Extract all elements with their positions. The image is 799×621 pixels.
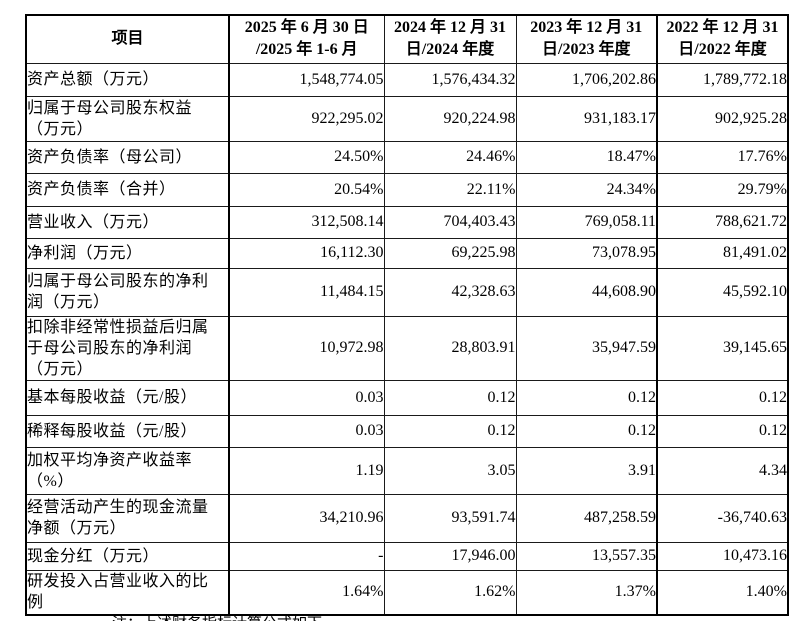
row-label: 研发投入占营业收入的比 例 [25, 569, 230, 616]
cell-value: - [228, 541, 385, 571]
header-item-column: 项目 [25, 14, 230, 64]
cell-value: 81,491.02 [656, 237, 789, 269]
header-period-2025: 2025 年 6 月 30 日 /2025 年 1-6 月 [228, 14, 385, 64]
table-row-cash-dividend: 现金分红（万元） - 17,946.00 13,557.35 10,473.16 [25, 541, 789, 571]
footnote-text: 注：上述财务指标计算公式如下 [112, 615, 322, 621]
cell-value: 1.64% [228, 569, 385, 616]
cell-value: 0.12 [383, 379, 517, 416]
cell-value: 39,145.65 [656, 315, 789, 381]
table-row-operating-revenue: 营业收入（万元） 312,508.14 704,403.43 769,058.1… [25, 205, 789, 239]
cell-value: 16,112.30 [228, 237, 385, 269]
cell-value: 487,258.59 [515, 493, 658, 543]
cell-value: 1.19 [228, 446, 385, 495]
cell-value: 45,592.10 [656, 267, 789, 317]
row-label: 基本每股收益（元/股） [25, 379, 230, 416]
cell-value: 69,225.98 [383, 237, 517, 269]
row-label: 资产总额（万元） [25, 62, 230, 97]
cell-value: 0.03 [228, 379, 385, 416]
cell-value: 0.12 [515, 414, 658, 448]
cell-value: 4.34 [656, 446, 789, 495]
row-label: 现金分红（万元） [25, 541, 230, 571]
table-row-weighted-avg-roe: 加权平均净资产收益率 （%） 1.19 3.05 3.91 4.34 [25, 446, 789, 495]
table-row-total-assets: 资产总额（万元） 1,548,774.05 1,576,434.32 1,706… [25, 62, 789, 97]
row-label: 资产负债率（母公司） [25, 140, 230, 174]
cell-value: 312,508.14 [228, 205, 385, 239]
cell-value: 931,183.17 [515, 95, 658, 142]
cell-value: 1,548,774.05 [228, 62, 385, 97]
cell-value: 35,947.59 [515, 315, 658, 381]
header-period-2022: 2022 年 12 月 31 日/2022 年度 [656, 14, 789, 64]
cell-value: 1,576,434.32 [383, 62, 517, 97]
cell-value: 11,484.15 [228, 267, 385, 317]
row-label: 资产负债率（合并） [25, 172, 230, 207]
cell-value: 1.37% [515, 569, 658, 616]
table-row-debt-ratio-consolidated: 资产负债率（合并） 20.54% 22.11% 24.34% 29.79% [25, 172, 789, 207]
table-row-operating-cash-flow: 经营活动产生的现金流量 净额（万元） 34,210.96 93,591.74 4… [25, 493, 789, 543]
cell-value: 22.11% [383, 172, 517, 207]
cell-value: 20.54% [228, 172, 385, 207]
cell-value: 42,328.63 [383, 267, 517, 317]
cell-value: 73,078.95 [515, 237, 658, 269]
cell-value: 3.05 [383, 446, 517, 495]
cell-value: 769,058.11 [515, 205, 658, 239]
cell-value: 24.46% [383, 140, 517, 174]
cell-value: 13,557.35 [515, 541, 658, 571]
cell-value: 920,224.98 [383, 95, 517, 142]
cell-value: 1.40% [656, 569, 789, 616]
cell-value: 788,621.72 [656, 205, 789, 239]
cell-value: 704,403.43 [383, 205, 517, 239]
cell-value: 0.03 [228, 414, 385, 448]
header-period-2024: 2024 年 12 月 31 日/2024 年度 [383, 14, 517, 64]
financial-indicators-table: 项目 2025 年 6 月 30 日 /2025 年 1-6 月 2024 年 … [25, 14, 789, 616]
header-period-2023: 2023 年 12 月 31 日/2023 年度 [515, 14, 658, 64]
table-row-parent-equity: 归属于母公司股东权益 （万元） 922,295.02 920,224.98 93… [25, 95, 789, 142]
row-label: 归属于母公司股东的净利 润（万元） [25, 267, 230, 317]
row-label: 归属于母公司股东权益 （万元） [25, 95, 230, 142]
cell-value: 17.76% [656, 140, 789, 174]
cell-value: 0.12 [656, 379, 789, 416]
row-label: 经营活动产生的现金流量 净额（万元） [25, 493, 230, 543]
row-label: 加权平均净资产收益率 （%） [25, 446, 230, 495]
cell-value: 24.50% [228, 140, 385, 174]
cell-value: 1,706,202.86 [515, 62, 658, 97]
cell-value: 28,803.91 [383, 315, 517, 381]
cell-value: 29.79% [656, 172, 789, 207]
cell-value: -36,740.63 [656, 493, 789, 543]
cell-value: 1.62% [383, 569, 517, 616]
cell-value: 0.12 [383, 414, 517, 448]
table-header-row: 项目 2025 年 6 月 30 日 /2025 年 1-6 月 2024 年 … [25, 14, 789, 64]
cell-value: 93,591.74 [383, 493, 517, 543]
cell-value: 34,210.96 [228, 493, 385, 543]
row-label: 营业收入（万元） [25, 205, 230, 239]
cell-value: 10,473.16 [656, 541, 789, 571]
table-row-rd-expense-ratio: 研发投入占营业收入的比 例 1.64% 1.62% 1.37% 1.40% [25, 569, 789, 616]
cell-value: 18.47% [515, 140, 658, 174]
cell-value: 922,295.02 [228, 95, 385, 142]
table-row-net-profit-excl-nonrecurring: 扣除非经常性损益后归属 于母公司股东的净利润 （万元） 10,972.98 28… [25, 315, 789, 381]
cell-value: 44,608.90 [515, 267, 658, 317]
row-label: 扣除非经常性损益后归属 于母公司股东的净利润 （万元） [25, 315, 230, 381]
cell-value: 0.12 [515, 379, 658, 416]
row-label: 净利润（万元） [25, 237, 230, 269]
cell-value: 902,925.28 [656, 95, 789, 142]
table-row-diluted-eps: 稀释每股收益（元/股） 0.03 0.12 0.12 0.12 [25, 414, 789, 448]
row-label: 稀释每股收益（元/股） [25, 414, 230, 448]
cell-value: 10,972.98 [228, 315, 385, 381]
table-row-net-profit: 净利润（万元） 16,112.30 69,225.98 73,078.95 81… [25, 237, 789, 269]
cell-value: 3.91 [515, 446, 658, 495]
table-row-net-profit-to-parent: 归属于母公司股东的净利 润（万元） 11,484.15 42,328.63 44… [25, 267, 789, 317]
table-row-debt-ratio-parent: 资产负债率（母公司） 24.50% 24.46% 18.47% 17.76% [25, 140, 789, 174]
cell-value: 24.34% [515, 172, 658, 207]
table-row-basic-eps: 基本每股收益（元/股） 0.03 0.12 0.12 0.12 [25, 379, 789, 416]
cell-value: 17,946.00 [383, 541, 517, 571]
cell-value: 1,789,772.18 [656, 62, 789, 97]
cell-value: 0.12 [656, 414, 789, 448]
